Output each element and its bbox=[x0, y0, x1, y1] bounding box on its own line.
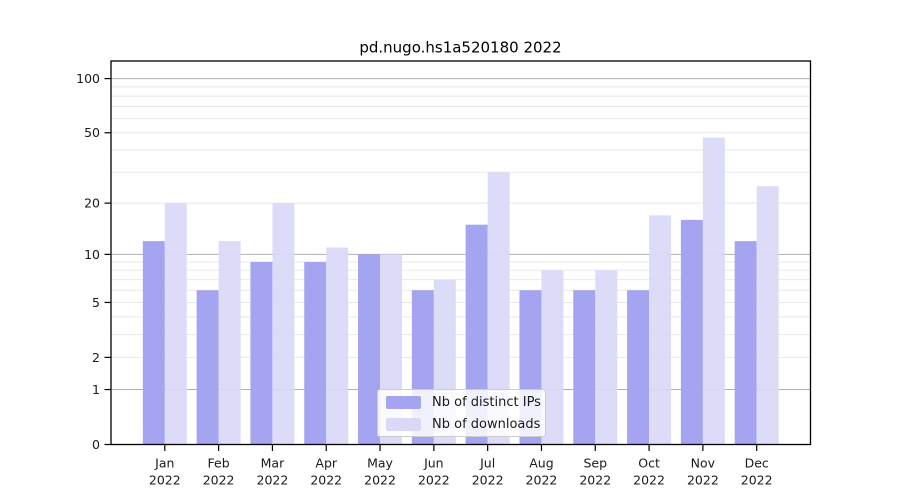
x-tick-label-year-nov: 2022 bbox=[687, 473, 719, 488]
bar-distinct-ips-mar bbox=[250, 261, 273, 445]
y-tick-label: 10 bbox=[84, 247, 100, 262]
x-tick-label-month-sep: Sep bbox=[583, 456, 607, 471]
y-tick-label: 0 bbox=[92, 437, 100, 452]
x-tick-label-month-feb: Feb bbox=[208, 456, 230, 471]
x-tick-label-year-oct: 2022 bbox=[633, 473, 665, 488]
x-tick-label-year-jan: 2022 bbox=[149, 473, 181, 488]
bar-distinct-ips-feb bbox=[196, 290, 219, 445]
bar-distinct-ips-jan bbox=[142, 241, 165, 445]
x-tick-label-year-apr: 2022 bbox=[310, 473, 342, 488]
y-tick-label: 2 bbox=[92, 350, 100, 365]
legend-swatch-downloads-icon bbox=[386, 417, 421, 431]
x-tick-label-month-dec: Dec bbox=[745, 456, 769, 471]
x-tick-label-year-may: 2022 bbox=[364, 473, 396, 488]
bar-downloads-mar bbox=[272, 203, 295, 445]
chart-title: pd.nugo.hs1a520180 2022 bbox=[359, 39, 561, 57]
x-tick-label-year-jul: 2022 bbox=[472, 473, 504, 488]
x-tick-label-year-mar: 2022 bbox=[257, 473, 289, 488]
bar-downloads-feb bbox=[218, 241, 241, 445]
y-tick-label: 100 bbox=[76, 71, 100, 86]
bar-downloads-sep bbox=[595, 270, 618, 445]
legend-item-distinct-ips: Nb of distinct IPs bbox=[386, 392, 541, 412]
x-tick-label-month-apr: Apr bbox=[315, 456, 337, 471]
x-tick-label-month-nov: Nov bbox=[691, 456, 716, 471]
bar-downloads-nov bbox=[702, 137, 725, 445]
bar-downloads-aug bbox=[541, 270, 564, 445]
legend-label-downloads: Nb of downloads bbox=[432, 416, 541, 432]
x-tick-label-month-jan: Jan bbox=[154, 456, 174, 471]
x-tick-label-year-jun: 2022 bbox=[418, 473, 450, 488]
bar-downloads-dec bbox=[756, 186, 779, 445]
bar-distinct-ips-sep bbox=[573, 290, 596, 445]
axes-box bbox=[110, 60, 812, 446]
legend-swatch-ips-icon bbox=[386, 395, 421, 409]
legend-item-downloads: Nb of downloads bbox=[386, 414, 541, 434]
bar-downloads-oct bbox=[649, 215, 672, 445]
bar-distinct-ips-may bbox=[358, 254, 381, 445]
legend-label-ips: Nb of distinct IPs bbox=[432, 394, 541, 410]
y-tick-label: 50 bbox=[84, 125, 100, 140]
y-tick-label: 1 bbox=[92, 382, 100, 397]
bar-downloads-apr bbox=[326, 247, 349, 445]
bar-downloads-jul bbox=[487, 172, 510, 445]
x-tick-label-month-jul: Jul bbox=[479, 456, 495, 471]
x-tick-label-year-sep: 2022 bbox=[579, 473, 611, 488]
y-tick-label: 5 bbox=[92, 295, 100, 310]
x-tick-label-year-feb: 2022 bbox=[203, 473, 235, 488]
x-tick-label-month-oct: Oct bbox=[638, 456, 660, 471]
bar-downloads-jan bbox=[164, 203, 187, 445]
x-tick-label-year-dec: 2022 bbox=[741, 473, 773, 488]
bar-distinct-ips-oct bbox=[627, 290, 650, 445]
bar-distinct-ips-dec bbox=[734, 241, 757, 445]
x-tick-label-month-may: May bbox=[367, 456, 393, 471]
legend: Nb of distinct IPs Nb of downloads bbox=[377, 389, 546, 437]
y-tick-label: 20 bbox=[84, 196, 100, 211]
bar-distinct-ips-nov bbox=[680, 219, 703, 445]
x-tick-label-year-aug: 2022 bbox=[526, 473, 558, 488]
x-tick-label-month-mar: Mar bbox=[261, 456, 285, 471]
x-tick-label-month-jun: Jun bbox=[423, 456, 444, 471]
x-tick-label-month-aug: Aug bbox=[529, 456, 553, 471]
bar-distinct-ips-apr bbox=[304, 261, 327, 445]
